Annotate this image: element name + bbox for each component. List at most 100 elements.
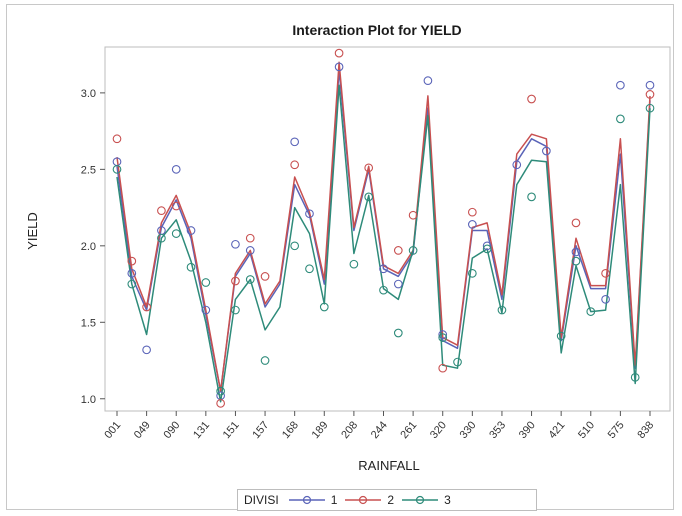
data-point-3	[319, 302, 329, 312]
data-point-3	[467, 269, 477, 278]
data-point-3	[630, 373, 640, 382]
data-point-3	[201, 278, 211, 287]
data-point-3	[305, 264, 314, 274]
data-point-1	[305, 209, 314, 219]
data-point-3	[393, 328, 403, 338]
legend-title: DIVISI	[244, 493, 279, 507]
data-point-3	[527, 192, 536, 202]
y-tick-label: 2.5	[81, 164, 96, 176]
data-point-3	[408, 246, 418, 255]
data-point-3	[216, 386, 225, 396]
data-point-1	[423, 76, 433, 85]
data-point-3	[171, 229, 181, 238]
data-point-2	[231, 276, 240, 286]
data-point-2	[112, 134, 122, 144]
y-axis-label: YIELD	[25, 212, 40, 250]
legend: DIVISI 1 2 3	[237, 489, 537, 511]
y-axis: 1.0 1.5 2.0 2.5 3.0	[81, 88, 105, 406]
x-tick-label: 390	[517, 419, 538, 441]
data-point-2	[601, 269, 610, 278]
x-tick-label: 320	[428, 419, 449, 441]
interaction-plot: Interaction Plot for YIELD 1.0 1.5 2.0 2.5 3…	[25, 22, 671, 473]
x-tick-label: 049	[132, 419, 153, 441]
x-tick-label: 575	[606, 419, 627, 441]
data-point-3	[157, 233, 166, 243]
data-point-2	[408, 210, 418, 220]
legend-item-2: 2	[345, 493, 394, 507]
x-tick-label: 189	[310, 419, 331, 441]
data-point-1	[245, 246, 255, 255]
y-tick-label: 1.0	[81, 394, 96, 406]
data-point-2	[364, 163, 374, 173]
x-tick-label: 090	[162, 419, 183, 441]
data-point-1	[616, 80, 625, 90]
series-line-3	[116, 84, 651, 403]
data-point-1	[171, 165, 181, 174]
data-point-1	[127, 269, 137, 278]
data-point-2	[260, 272, 270, 281]
series-line-2	[116, 61, 651, 392]
data-point-3	[556, 331, 566, 341]
data-point-1	[645, 80, 655, 90]
data-point-2	[157, 206, 166, 215]
x-tick-label: 244	[369, 419, 390, 441]
data-point-3	[127, 279, 137, 289]
data-point-3	[231, 305, 240, 315]
data-point-1	[186, 226, 196, 235]
data-point-1	[334, 62, 344, 72]
legend-label-3: 3	[444, 493, 451, 507]
x-tick-label: 001	[102, 419, 123, 441]
data-point-1	[379, 264, 388, 274]
data-point-3	[645, 103, 655, 113]
x-tick-label: 157	[250, 419, 271, 441]
legend-swatch-1	[288, 495, 325, 505]
x-tick-label: 208	[339, 419, 360, 441]
x-tick-label: 151	[221, 419, 242, 441]
data-point-2	[438, 363, 448, 373]
data-point-3	[571, 256, 581, 266]
x-tick-label: 421	[546, 419, 567, 441]
data-point-2	[393, 246, 403, 255]
data-point-1	[512, 160, 522, 170]
data-point-1	[231, 239, 240, 249]
legend-item-1: 1	[288, 493, 337, 507]
data-point-2	[467, 207, 477, 217]
data-point-1	[601, 295, 610, 304]
data-point-2	[334, 48, 344, 58]
data-point-1	[438, 330, 448, 339]
data-point-3	[497, 305, 507, 315]
x-tick-label: 353	[487, 419, 508, 441]
data-point-3	[616, 114, 625, 124]
x-tick-label: 131	[191, 419, 212, 441]
x-tick-label: 261	[398, 419, 419, 441]
data-point-3	[186, 262, 196, 272]
data-point-1	[393, 279, 403, 289]
x-tick-label: 330	[458, 419, 479, 441]
data-point-2	[142, 302, 151, 312]
data-point-1	[290, 137, 300, 147]
data-point-1	[571, 247, 581, 257]
data-point-3	[290, 241, 300, 251]
legend-swatch-3	[402, 495, 439, 505]
plot-area	[104, 46, 671, 412]
data-point-3	[482, 244, 492, 254]
x-tick-label: 838	[635, 419, 656, 441]
legend-item-3: 3	[402, 493, 451, 507]
chart-title: Interaction Plot for YIELD	[292, 22, 461, 38]
series-markers	[112, 48, 655, 408]
legend-label-2: 2	[387, 493, 395, 507]
x-tick-label: 168	[280, 419, 301, 441]
data-point-3	[349, 259, 359, 269]
series-line-1	[116, 69, 651, 392]
data-point-3	[438, 333, 448, 342]
y-tick-label: 1.5	[81, 317, 96, 329]
data-point-3	[453, 357, 462, 367]
data-point-2	[127, 256, 137, 266]
y-tick-label: 2.0	[81, 241, 96, 253]
data-point-3	[112, 165, 122, 174]
data-point-1	[201, 305, 211, 315]
data-point-2	[216, 399, 225, 408]
data-point-1	[542, 146, 551, 156]
x-tick-label: 510	[576, 419, 597, 441]
data-point-2	[290, 160, 300, 170]
